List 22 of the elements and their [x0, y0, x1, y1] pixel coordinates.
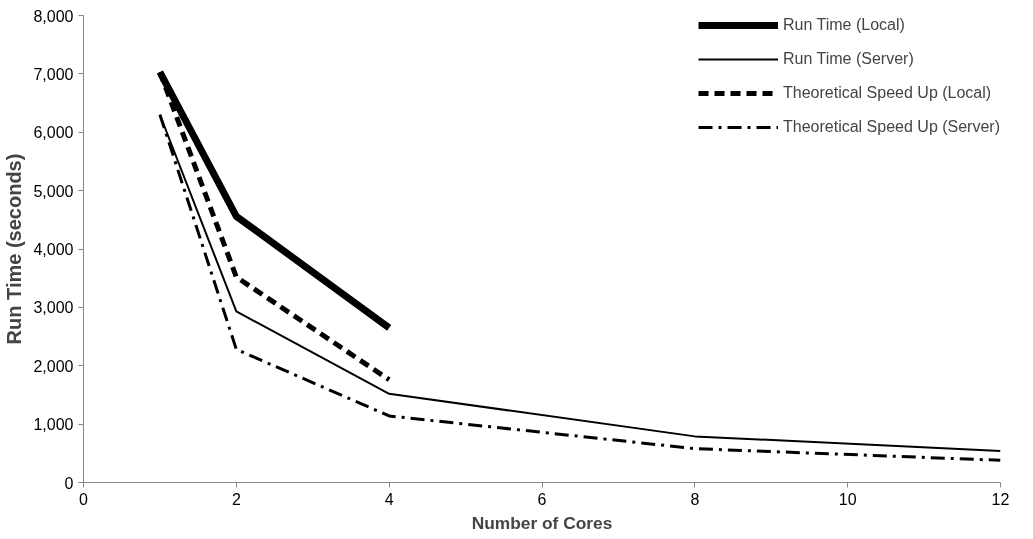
- y-tick-label: 0: [64, 474, 74, 492]
- legend-label: Run Time (Local): [783, 16, 905, 34]
- x-tick-label: 2: [231, 490, 241, 508]
- y-tick-label: 3,000: [33, 299, 74, 317]
- x-axis-title: Number of Cores: [471, 512, 613, 533]
- x-tick-label: 6: [537, 490, 547, 508]
- legend-label: Theoretical Speed Up (Local): [783, 84, 992, 102]
- legend-label: Run Time (Server): [783, 50, 914, 68]
- x-tick-label: 10: [838, 490, 857, 508]
- y-tick-label: 7,000: [33, 65, 74, 83]
- x-tick-label: 0: [79, 490, 89, 508]
- y-tick-label: 2,000: [33, 357, 74, 375]
- y-axis-title: Run Time (seconds): [3, 153, 26, 345]
- x-tick-label: 8: [690, 490, 700, 508]
- y-tick-label: 6,000: [33, 124, 74, 142]
- y-tick-label: 4,000: [33, 241, 74, 258]
- x-tick-label: 4: [384, 490, 394, 508]
- legend-label: Theoretical Speed Up (Server): [783, 118, 1000, 136]
- y-tick-label: 1,000: [33, 416, 74, 434]
- y-tick-label: 5,000: [33, 182, 74, 200]
- x-tick-label: 12: [991, 490, 1010, 508]
- y-tick-label: 8,000: [33, 7, 74, 25]
